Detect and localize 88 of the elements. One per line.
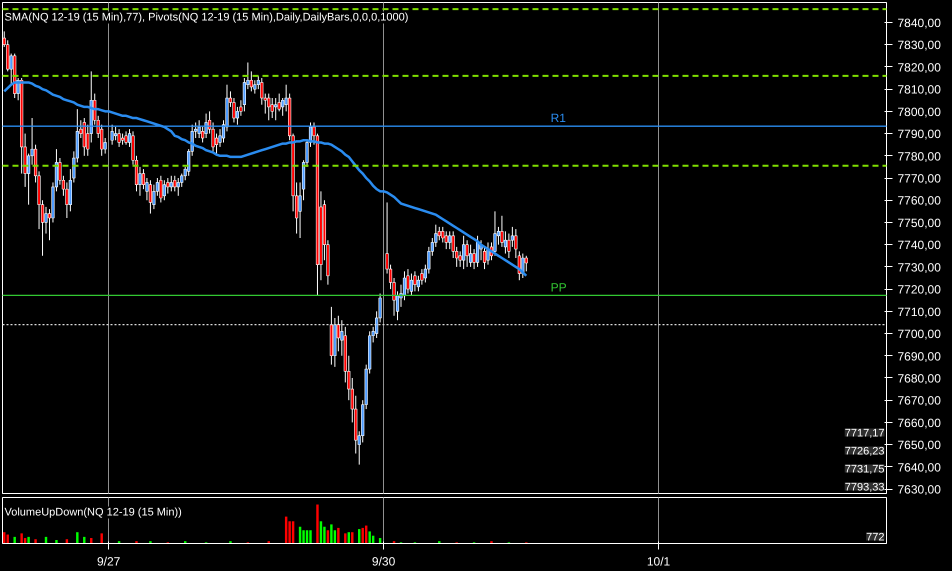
x-tick-label: 10/1	[646, 554, 671, 568]
bar	[320, 521, 322, 544]
bar	[337, 528, 340, 544]
ref-line-label: R1	[550, 111, 566, 126]
bar	[13, 536, 16, 544]
candlestick	[336, 315, 340, 352]
candlestick	[117, 128, 121, 148]
bar	[76, 532, 79, 544]
bar	[20, 533, 23, 544]
candlestick	[524, 255, 528, 272]
candlestick	[448, 230, 452, 250]
candlestick	[444, 230, 448, 250]
y-tick-label: 7670,00	[898, 394, 942, 408]
y-tick-label: 7660,00	[898, 416, 942, 430]
bar	[351, 532, 354, 544]
candlestick	[148, 180, 152, 214]
y-tick-label: 7640,00	[898, 460, 942, 474]
bar	[372, 536, 374, 544]
bar	[284, 516, 288, 544]
bar	[330, 524, 333, 544]
bar	[344, 533, 347, 544]
candlestick	[413, 270, 417, 292]
y-tick-label: 7790,00	[898, 127, 942, 142]
y-tick-label: 7800,00	[898, 104, 942, 119]
bar	[27, 536, 30, 544]
bar	[326, 530, 330, 544]
candlestick	[159, 175, 162, 203]
candlestick	[466, 240, 469, 268]
y-tick-label: 7700,00	[898, 327, 942, 342]
y-tick-label: 7780,00	[898, 149, 942, 164]
y-tick-label: 7770,00	[898, 172, 942, 186]
x-tick-label: 9/30	[372, 554, 396, 568]
bar	[6, 534, 9, 544]
y-tick-label: 7650,00	[898, 438, 942, 452]
bar	[302, 530, 305, 544]
candlestick	[170, 175, 173, 192]
chart-title: VolumeUpDown(NQ 12-19 (15 Min))	[4, 506, 182, 518]
y-tick-label: 7730,00	[898, 260, 942, 274]
candlestick	[110, 124, 114, 146]
candlestick	[176, 178, 180, 196]
bar	[3, 532, 6, 544]
y-tick-label: 7710,00	[898, 304, 942, 319]
candlestick	[462, 235, 466, 270]
bar	[292, 521, 294, 544]
candlestick	[162, 180, 166, 201]
annotation: 7793,33	[844, 482, 885, 494]
bar	[83, 536, 86, 544]
y-tick-label: 7690,00	[898, 349, 942, 364]
candlestick	[198, 120, 201, 139]
bar	[34, 539, 37, 544]
y-tick-label: 7630,00	[898, 482, 942, 497]
bar	[368, 531, 371, 544]
bar	[361, 528, 364, 544]
candlestick	[468, 244, 472, 268]
y-tick-label: 7830,00	[898, 38, 942, 52]
bar	[298, 526, 302, 544]
candlestick	[120, 133, 124, 146]
bar	[348, 532, 350, 544]
text: SMA(NQ 12-19 (15 Min),77), Pivots(NQ 12-19 (15 Min),Daily,DailyBars,0,0,0,1000)	[4, 12, 408, 24]
candlestick	[274, 98, 278, 121]
bar	[100, 533, 103, 544]
y-tick-label: 7760,00	[898, 194, 942, 208]
bar	[90, 538, 92, 544]
candlestick	[493, 210, 497, 256]
candlestick	[124, 130, 128, 146]
candlestick	[267, 93, 270, 121]
annotation: 7726,23	[844, 446, 885, 458]
annotation: 7731,75	[844, 464, 885, 476]
candlestick	[410, 273, 414, 296]
y-tick-label: 7720,00	[898, 282, 942, 297]
y-tick-label: 7680,00	[898, 371, 942, 386]
candlestick	[173, 175, 176, 192]
y-tick-label: 7840,00	[898, 16, 942, 30]
bar	[358, 529, 360, 544]
annotation: 772	[866, 532, 885, 544]
x-tick-label: 9/27	[96, 554, 121, 568]
candlestick	[270, 98, 274, 119]
annotation: 7717,17	[844, 428, 885, 440]
y-tick-label: 7750,00	[898, 216, 942, 230]
candlestick	[476, 235, 480, 268]
candlestick	[214, 133, 218, 154]
y-tick-label: 7740,00	[898, 238, 942, 252]
ref-line-label: PP	[550, 280, 567, 294]
bar	[378, 538, 382, 544]
bar	[364, 526, 368, 544]
y-tick-label: 7820,00	[898, 60, 942, 74]
y-tick-label: 7810,00	[898, 82, 942, 97]
bar	[66, 539, 68, 544]
